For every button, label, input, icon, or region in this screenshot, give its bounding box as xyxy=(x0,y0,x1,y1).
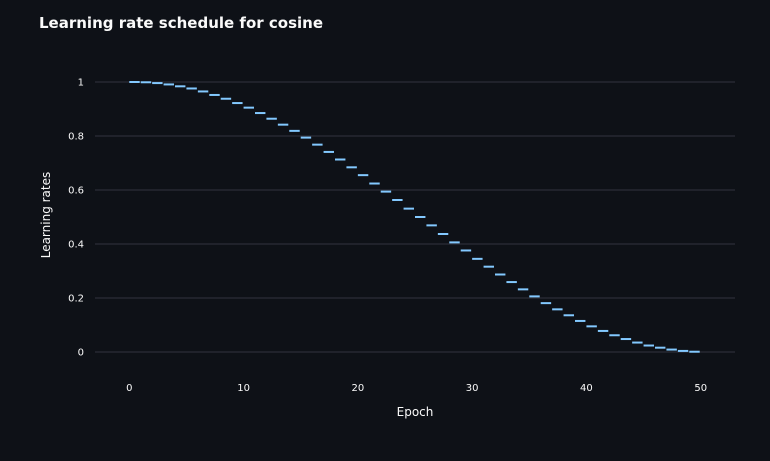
x-tick-label: 10 xyxy=(237,383,250,394)
y-tick-label: 1 xyxy=(78,78,84,89)
x-tick-label: 40 xyxy=(580,383,593,394)
grid xyxy=(95,81,735,353)
x-tick-label: 0 xyxy=(126,383,132,394)
chart-title: Learning rate schedule for cosine xyxy=(39,14,323,32)
y-tick-label: 0.6 xyxy=(68,186,84,197)
x-tick-label: 30 xyxy=(466,383,479,394)
y-axis-label: Learning rates xyxy=(39,172,53,259)
y-tick-label: 0.8 xyxy=(68,132,84,143)
y-tick-label: 0.2 xyxy=(68,294,84,305)
y-tick-label: 0.4 xyxy=(68,240,84,251)
x-tick-label: 20 xyxy=(351,383,364,394)
x-tick-label: 50 xyxy=(694,383,707,394)
x-axis-label: Epoch xyxy=(397,405,434,419)
y-tick-label: 0 xyxy=(78,348,84,359)
x-axis-ticks: 0 10 20 30 40 50 xyxy=(126,383,707,394)
series-lr-steps xyxy=(129,81,700,353)
y-axis-ticks: 0 0.2 0.4 0.6 0.8 1 xyxy=(68,78,84,359)
